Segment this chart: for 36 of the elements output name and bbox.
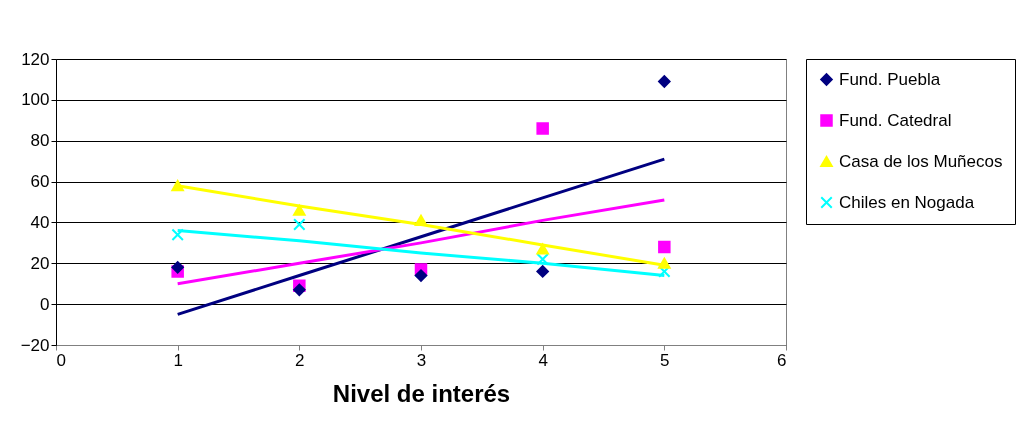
point (171, 261, 184, 274)
x-tick-label: 4 (538, 350, 548, 370)
line-series (176, 229, 666, 278)
legend-label: Chiles en Nogada (839, 192, 975, 212)
point (293, 283, 306, 297)
legend-label: Fund. Puebla (839, 69, 941, 89)
x-tick-label: 1 (173, 350, 183, 370)
point (171, 228, 184, 241)
y-tick-label: 100 (21, 90, 50, 110)
point (536, 122, 549, 135)
point (658, 257, 671, 269)
legend-label: Fund. Catedral (839, 110, 952, 130)
point (414, 269, 428, 282)
x-axis-title: Nivel de interés (332, 379, 511, 407)
legend-label: Casa de los Muñecos (839, 151, 1003, 171)
point (536, 243, 549, 255)
y-tick-label: 20 (30, 253, 50, 273)
x-tick-label: 2 (295, 350, 305, 370)
y-tick-label: 60 (30, 172, 50, 192)
y-tick-label: 80 (30, 131, 50, 151)
point (536, 265, 549, 278)
y-tick-label: 0 (40, 294, 50, 314)
x-tick-label: 6 (777, 350, 787, 370)
line-series (176, 157, 666, 316)
y-tick-label: 120 (21, 49, 50, 69)
point (293, 204, 306, 216)
point (658, 240, 671, 254)
point (658, 75, 671, 88)
y-tick-label: 40 (30, 212, 50, 232)
line-series (176, 198, 666, 286)
x-tick-label: 3 (416, 350, 427, 370)
point (536, 252, 549, 266)
point (293, 218, 306, 231)
x-tick-label: 5 (660, 350, 670, 370)
x-tick-label: 0 (56, 350, 66, 370)
y-tick-label: −20 (20, 335, 50, 355)
